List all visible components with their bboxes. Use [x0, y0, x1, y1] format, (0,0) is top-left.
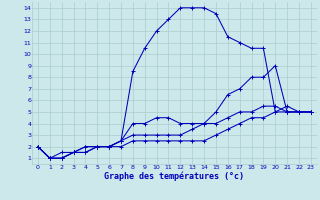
X-axis label: Graphe des températures (°c): Graphe des températures (°c) [104, 171, 244, 181]
